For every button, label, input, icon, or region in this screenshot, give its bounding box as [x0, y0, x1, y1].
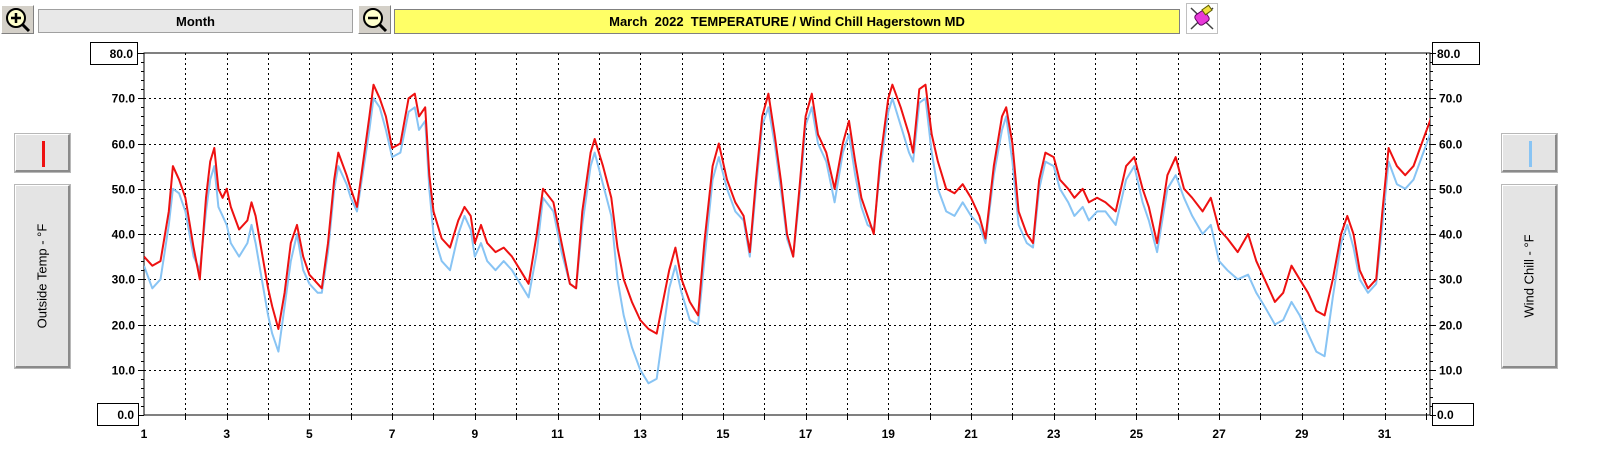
y-tick-label-right: 20.0	[1439, 319, 1463, 333]
zoom-in-button[interactable]	[1, 5, 34, 34]
x-tick-label: 9	[471, 427, 478, 441]
y-tick-label-left: 60.0	[112, 138, 136, 152]
outside-temp-series-line	[144, 83, 1430, 335]
outside-temp-legend-button[interactable]: Outside Temp - °F	[15, 185, 70, 368]
x-tick-label: 15	[716, 427, 730, 441]
x-tick-label: 5	[306, 427, 313, 441]
magnifier-minus-icon	[363, 8, 388, 33]
x-tick-label: 19	[882, 427, 896, 441]
x-tick-label: 23	[1047, 427, 1061, 441]
right-scale-min[interactable]: 0.0	[1432, 403, 1474, 426]
x-tick-label: 17	[799, 427, 813, 441]
x-tick-label: 29	[1295, 427, 1309, 441]
y-tick-label-left: 70.0	[112, 92, 136, 106]
y-tick-label-left: 50.0	[112, 183, 136, 197]
wind-chill-legend-swatch[interactable]	[1502, 134, 1557, 172]
chart-title-box: March 2022 TEMPERATURE / Wind Chill Hage…	[394, 9, 1180, 34]
x-tick-label: 21	[964, 427, 978, 441]
period-label: Month	[176, 13, 215, 29]
wind-chill-legend-button[interactable]: Wind Chill - °F	[1502, 185, 1557, 368]
x-tick-label: 13	[634, 427, 648, 441]
x-tick-label: 3	[223, 427, 230, 441]
y-tick-label-right: 40.0	[1439, 228, 1463, 242]
left-scale-max[interactable]: 80.0	[90, 42, 138, 65]
y-tick-label-right: 50.0	[1439, 183, 1463, 197]
y-tick-label-left: 30.0	[112, 273, 136, 287]
x-tick-label: 27	[1212, 427, 1226, 441]
outside-temp-legend-swatch[interactable]	[15, 134, 70, 172]
chart-title: March 2022 TEMPERATURE / Wind Chill Hage…	[609, 14, 965, 29]
left-scale-min[interactable]: 0.0	[97, 403, 139, 426]
color-picker-icon	[1190, 4, 1214, 30]
outside-temp-color-swatch	[42, 141, 45, 167]
period-selector[interactable]: Month	[38, 9, 353, 33]
wind-chill-color-swatch	[1529, 141, 1532, 167]
zoom-out-button[interactable]	[358, 5, 391, 34]
x-tick-label: 7	[389, 427, 396, 441]
y-tick-label-left: 20.0	[112, 319, 136, 333]
y-tick-label-left: 10.0	[112, 364, 136, 378]
color-picker-button[interactable]	[1186, 3, 1218, 34]
y-tick-label-right: 30.0	[1439, 273, 1463, 287]
y-tick-label-right: 10.0	[1439, 364, 1463, 378]
x-tick-label: 1	[141, 427, 148, 441]
x-tick-label: 31	[1378, 427, 1392, 441]
magnifier-plus-icon	[6, 8, 31, 33]
right-scale-max[interactable]: 80.0	[1432, 42, 1480, 65]
wind-chill-series-line	[144, 97, 1430, 385]
y-tick-label-right: 70.0	[1439, 92, 1463, 106]
y-tick-label-right: 60.0	[1439, 138, 1463, 152]
y-tick-label-left: 40.0	[112, 228, 136, 242]
x-tick-label: 25	[1130, 427, 1144, 441]
x-tick-label: 11	[551, 427, 564, 441]
